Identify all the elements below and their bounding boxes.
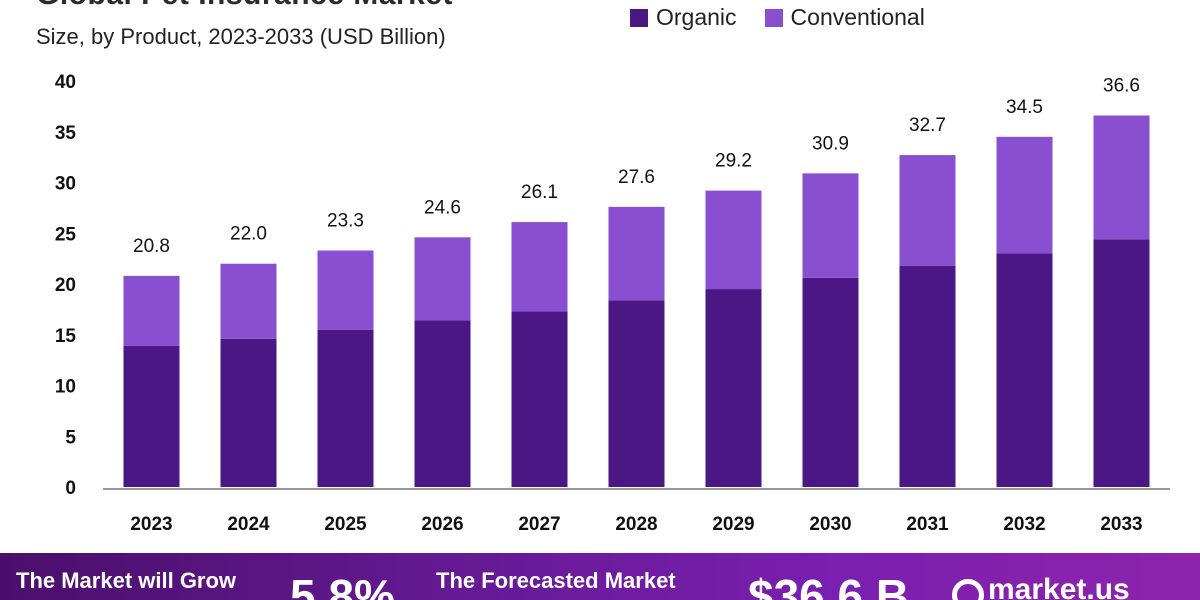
total-label-2033: 36.6 xyxy=(1103,76,1140,97)
bar-conventional-2024 xyxy=(220,263,277,339)
total-label-2028: 27.6 xyxy=(618,167,655,188)
legend-label-conventional: Conventional xyxy=(790,4,925,30)
bar-conventional-2032 xyxy=(996,136,1053,254)
bar-conventional-2033 xyxy=(1093,115,1150,240)
legend: Organic Conventional xyxy=(630,4,925,31)
bars xyxy=(123,115,1150,487)
x-tick-label-2032: 2032 xyxy=(1003,514,1045,535)
bar-conventional-2025 xyxy=(317,250,374,330)
footer-value: $36.6 B xyxy=(748,570,910,600)
total-label-2031: 32.7 xyxy=(909,115,946,136)
y-tick-label: 5 xyxy=(65,427,76,448)
bar-conventional-2028 xyxy=(608,206,665,301)
x-axis-categories: 2023 2024 2025 2026 2027 2028 2029 2030 2031 2032… xyxy=(130,514,1142,535)
legend-swatch-organic xyxy=(630,8,648,27)
x-tick-label-2033: 2033 xyxy=(1100,514,1142,535)
x-tick-label-2025: 2025 xyxy=(324,514,367,535)
footer-brand: market.us xyxy=(988,573,1130,600)
chart-subtitle: Size, by Product, 2023-2033 (USD Billion… xyxy=(36,24,446,49)
x-tick-label-2023: 2023 xyxy=(130,514,172,535)
x-tick-label-2031: 2031 xyxy=(906,514,949,535)
total-label-2030: 30.9 xyxy=(812,133,849,154)
bar-organic-2033 xyxy=(1093,239,1150,487)
bar-organic-2026 xyxy=(414,320,471,487)
y-tick-label: 15 xyxy=(55,326,77,347)
bar-conventional-2026 xyxy=(414,237,471,321)
y-tick-label: 0 xyxy=(65,478,76,499)
total-label-2029: 29.2 xyxy=(715,151,752,172)
total-label-2026: 24.6 xyxy=(424,197,461,218)
chart-title: Global Pet Insurance Market xyxy=(36,0,453,12)
footer-banner: The Market will Grow 5.8% The Forecasted… xyxy=(0,553,1200,600)
x-tick-label-2028: 2028 xyxy=(615,514,657,535)
y-tick-label: 35 xyxy=(55,123,77,144)
y-axis-ticks: 0 5 10 15 20 25 30 35 40 xyxy=(55,72,77,499)
bar-conventional-2029 xyxy=(705,190,762,290)
footer-cagr: 5.8% xyxy=(290,570,395,600)
footer-grow-text: The Market will Grow xyxy=(16,568,237,593)
bar-conventional-2023 xyxy=(123,275,180,346)
total-label-2024: 22.0 xyxy=(230,224,267,245)
data-labels: 20.8 22.0 23.3 24.6 26.1 27.6 29.2 30.9 32.7 34.5… xyxy=(133,76,1140,257)
y-tick-label: 30 xyxy=(55,174,76,195)
bar-organic-2030 xyxy=(802,277,859,487)
bar-organic-2032 xyxy=(996,253,1053,487)
y-tick-label: 40 xyxy=(55,72,76,93)
bar-organic-2031 xyxy=(899,265,956,487)
bar-organic-2025 xyxy=(317,329,374,487)
legend-swatch-conventional xyxy=(764,8,783,27)
x-tick-label-2027: 2027 xyxy=(518,514,560,535)
bar-conventional-2027 xyxy=(511,222,568,312)
x-tick-label-2029: 2029 xyxy=(712,514,754,535)
y-tick-label: 20 xyxy=(55,275,76,296)
bar-organic-2028 xyxy=(608,300,665,487)
y-tick-label: 25 xyxy=(55,224,77,245)
bar-organic-2024 xyxy=(220,338,277,487)
legend-item-conventional: Conventional xyxy=(764,4,925,31)
total-label-2032: 34.5 xyxy=(1006,97,1043,118)
bar-organic-2027 xyxy=(511,311,568,487)
legend-item-organic: Organic xyxy=(630,4,737,31)
bar-conventional-2030 xyxy=(802,173,859,278)
bar-organic-2029 xyxy=(705,289,762,487)
bar-organic-2023 xyxy=(123,345,180,487)
x-tick-label-2030: 2030 xyxy=(809,514,851,535)
x-tick-label-2024: 2024 xyxy=(227,514,270,535)
y-tick-label: 10 xyxy=(55,377,76,398)
bar-conventional-2031 xyxy=(899,155,956,266)
total-label-2023: 20.8 xyxy=(133,236,170,257)
x-tick-label-2026: 2026 xyxy=(421,514,463,535)
brand-logo-icon xyxy=(952,579,984,600)
footer-forecast-text: The Forecasted Market xyxy=(436,568,676,593)
total-label-2025: 23.3 xyxy=(327,211,364,232)
legend-label-organic: Organic xyxy=(656,4,737,30)
total-label-2027: 26.1 xyxy=(521,182,558,203)
